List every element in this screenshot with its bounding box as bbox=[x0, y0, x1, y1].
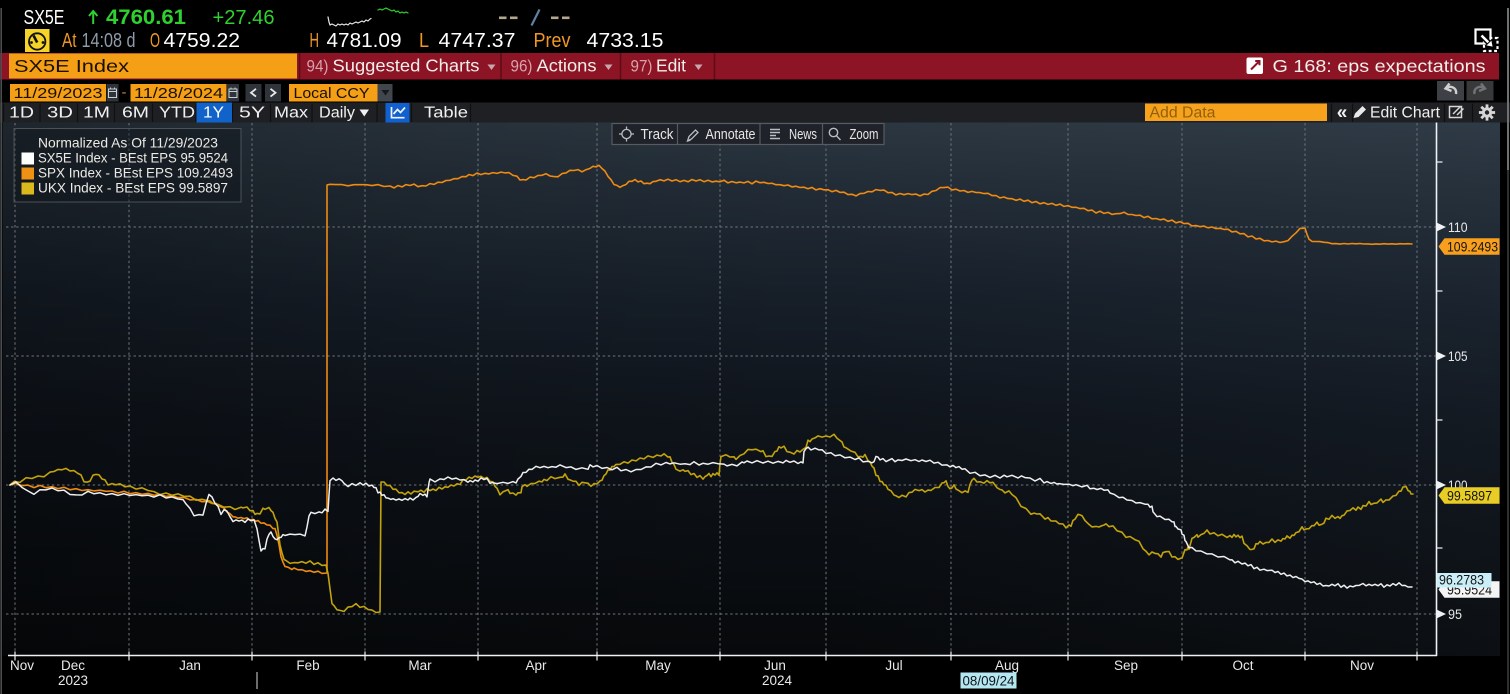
svg-text:Track: Track bbox=[641, 127, 675, 143]
svg-text:4781.09: 4781.09 bbox=[327, 30, 402, 52]
svg-text:Annotate: Annotate bbox=[706, 127, 756, 143]
svg-text:4759.22: 4759.22 bbox=[164, 30, 241, 52]
svg-text:Suggested Charts: Suggested Charts bbox=[333, 56, 480, 76]
svg-text:Aug: Aug bbox=[995, 658, 1019, 673]
svg-text:Prev: Prev bbox=[534, 30, 571, 52]
svg-text:UKX Index - BEst EPS 99.5897: UKX Index - BEst EPS 99.5897 bbox=[38, 180, 228, 196]
svg-text:2024: 2024 bbox=[762, 673, 793, 688]
svg-text:Apr: Apr bbox=[525, 658, 547, 673]
svg-text:11/29/2023: 11/29/2023 bbox=[14, 85, 103, 102]
svg-text:99.5897: 99.5897 bbox=[1447, 488, 1492, 504]
svg-text:L: L bbox=[419, 30, 429, 52]
svg-text:95: 95 bbox=[1448, 606, 1462, 622]
svg-text:SX5E: SX5E bbox=[24, 7, 65, 29]
svg-text:Oct: Oct bbox=[1232, 658, 1253, 673]
svg-text:6M: 6M bbox=[122, 105, 149, 122]
svg-text:96.2783: 96.2783 bbox=[1439, 573, 1484, 588]
svg-text:Zoom: Zoom bbox=[850, 127, 879, 143]
svg-text:Jun: Jun bbox=[764, 658, 786, 673]
svg-text:4733.15: 4733.15 bbox=[587, 30, 664, 52]
svg-text:1Y: 1Y bbox=[203, 105, 224, 122]
svg-text:105: 105 bbox=[1448, 348, 1468, 364]
svg-text:Feb: Feb bbox=[296, 658, 319, 673]
svg-text:Nov: Nov bbox=[10, 658, 34, 673]
svg-text:96): 96) bbox=[511, 58, 533, 76]
svg-text:O: O bbox=[150, 30, 160, 52]
svg-text:Edit Chart: Edit Chart bbox=[1370, 105, 1441, 122]
svg-text:Normalized As Of 11/29/2023: Normalized As Of 11/29/2023 bbox=[38, 135, 218, 151]
svg-text:YTD: YTD bbox=[159, 105, 195, 122]
svg-text:Max: Max bbox=[274, 105, 308, 122]
svg-text:4747.37: 4747.37 bbox=[439, 30, 516, 52]
svg-text:1D: 1D bbox=[9, 105, 34, 122]
svg-text:News: News bbox=[789, 127, 817, 143]
svg-text:2023: 2023 bbox=[58, 673, 88, 688]
svg-text:Jul: Jul bbox=[885, 658, 902, 673]
svg-text:11/28/2024: 11/28/2024 bbox=[134, 85, 223, 102]
svg-text:+27.46: +27.46 bbox=[213, 7, 275, 29]
svg-text:Dec: Dec bbox=[61, 658, 85, 673]
svg-text:97): 97) bbox=[631, 58, 653, 76]
svg-text:1M: 1M bbox=[83, 105, 110, 122]
svg-text:110: 110 bbox=[1448, 219, 1468, 235]
svg-text:4760.61: 4760.61 bbox=[106, 6, 186, 29]
svg-text:14:08 d: 14:08 d bbox=[82, 30, 136, 52]
svg-text:5Y: 5Y bbox=[239, 105, 265, 122]
svg-text:May: May bbox=[645, 658, 671, 673]
svg-text:3D: 3D bbox=[47, 105, 73, 122]
svg-text:SX5E Index: SX5E Index bbox=[14, 56, 129, 76]
svg-text:94): 94) bbox=[307, 58, 329, 76]
svg-text:Nov: Nov bbox=[1350, 658, 1374, 673]
svg-text:Add Data: Add Data bbox=[1150, 105, 1216, 122]
svg-text:-: - bbox=[122, 84, 127, 101]
svg-text:Mar: Mar bbox=[408, 658, 432, 673]
svg-text:Table: Table bbox=[424, 105, 468, 122]
svg-text:Actions: Actions bbox=[537, 56, 597, 76]
svg-text:Jan: Jan bbox=[179, 658, 201, 673]
svg-text:At: At bbox=[62, 30, 77, 52]
svg-text:Edit: Edit bbox=[656, 56, 686, 76]
svg-text:109.2493: 109.2493 bbox=[1447, 239, 1498, 255]
svg-text:SX5E Index - BEst EPS 95.9524: SX5E Index - BEst EPS 95.9524 bbox=[38, 150, 228, 166]
svg-text:«: « bbox=[1337, 103, 1348, 124]
svg-text:H: H bbox=[310, 30, 320, 52]
svg-text:Sep: Sep bbox=[1114, 658, 1138, 673]
svg-text:08/09/24: 08/09/24 bbox=[963, 674, 1015, 689]
svg-text:Daily: Daily bbox=[319, 105, 355, 122]
svg-text:SPX Index - BEst EPS 109.2493: SPX Index - BEst EPS 109.2493 bbox=[38, 165, 233, 181]
svg-text:G 168: eps expectations: G 168: eps expectations bbox=[1273, 56, 1486, 76]
svg-text:Local CCY: Local CCY bbox=[294, 85, 370, 102]
